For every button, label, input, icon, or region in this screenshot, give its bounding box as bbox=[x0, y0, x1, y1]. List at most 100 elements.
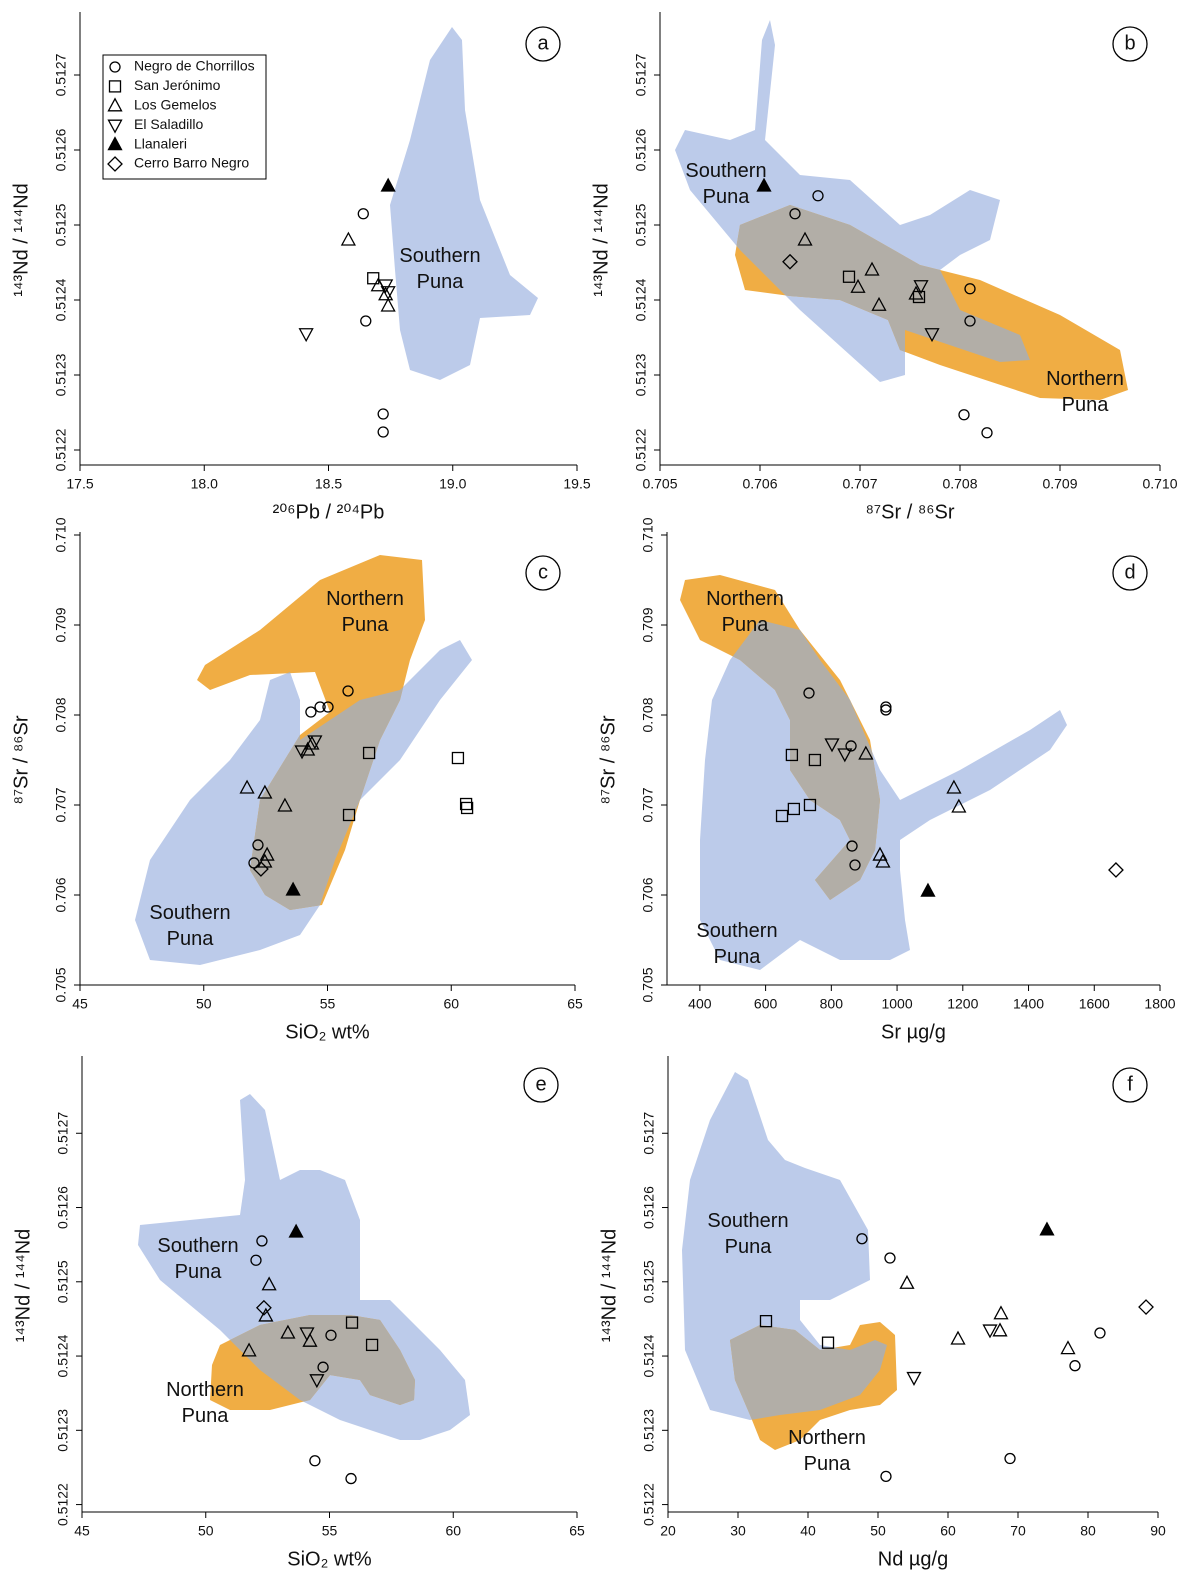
field-label-line: Puna bbox=[703, 186, 751, 208]
y-tick-label: 0.5122 bbox=[633, 428, 649, 471]
point-triangle-down bbox=[924, 328, 940, 343]
panel-badge bbox=[525, 555, 561, 591]
point-circle bbox=[314, 701, 326, 713]
point-triangle-down bbox=[824, 738, 840, 753]
y-tick-label: 0.5124 bbox=[633, 278, 649, 321]
point-circle bbox=[377, 426, 389, 438]
y-axis-label: ¹⁴³Nd / ¹⁴⁴Nd bbox=[590, 183, 612, 297]
y-tick-label: 0.5122 bbox=[53, 428, 69, 471]
x-tick-label: 40 bbox=[800, 1523, 816, 1539]
legend-label: Cerro Barro Negro bbox=[134, 155, 249, 171]
y-tick-label: 0.5123 bbox=[53, 353, 69, 396]
field-label-line: Puna bbox=[175, 1261, 223, 1283]
point-triangle bbox=[378, 286, 394, 301]
x-axis-label: Sr µg/g bbox=[881, 1021, 946, 1043]
y-tick-label: 0.5125 bbox=[641, 1260, 657, 1303]
point-triangle bbox=[257, 784, 273, 799]
point-triangle bbox=[288, 1223, 304, 1238]
x-tick-label: 18.0 bbox=[191, 476, 218, 492]
point-circle bbox=[884, 1252, 896, 1264]
x-tick-label: 1800 bbox=[1144, 996, 1175, 1012]
point-triangle bbox=[239, 779, 255, 794]
panel-label: e bbox=[535, 1073, 546, 1095]
legend-label: Llanaleri bbox=[134, 135, 187, 151]
x-tick-label: 0.709 bbox=[1042, 476, 1077, 492]
x-tick-label: 30 bbox=[730, 1523, 746, 1539]
point-circle bbox=[856, 1233, 868, 1245]
y-tick-label: 0.5126 bbox=[641, 1186, 657, 1229]
point-square bbox=[821, 1336, 835, 1349]
point-triangle bbox=[258, 1307, 274, 1322]
y-tick-label: 0.708 bbox=[53, 697, 69, 732]
point-square bbox=[365, 1338, 379, 1352]
x-tick-label: 45 bbox=[72, 996, 88, 1012]
y-tick-label: 0.5125 bbox=[53, 203, 69, 246]
point-triangle bbox=[241, 1342, 257, 1357]
point-triangle-down bbox=[380, 286, 396, 301]
panel-label: c bbox=[538, 561, 548, 583]
legend-label: Los Gemelos bbox=[134, 97, 216, 113]
point-square bbox=[367, 272, 380, 285]
y-tick-label: 0.710 bbox=[640, 517, 656, 552]
y-tick-label: 0.5126 bbox=[633, 128, 649, 171]
x-tick-label: 50 bbox=[198, 1523, 214, 1539]
point-circle bbox=[803, 687, 815, 699]
panel: Southern Puna Northern Puna 20 30 40 50 60 70 80 90… bbox=[598, 1056, 1166, 1570]
x-tick-label: 50 bbox=[870, 1523, 886, 1539]
y-tick-label: 0.5124 bbox=[53, 278, 69, 321]
point-circle bbox=[250, 1254, 262, 1266]
point-triangle bbox=[951, 798, 967, 813]
field-label-line: Puna bbox=[167, 928, 215, 950]
point-circle bbox=[1069, 1360, 1081, 1372]
field-label-line: Puna bbox=[714, 946, 762, 968]
y-tick-label: 0.5127 bbox=[641, 1112, 657, 1155]
point-triangle bbox=[850, 278, 866, 293]
point-triangle-down bbox=[299, 1327, 315, 1342]
point-triangle bbox=[340, 231, 356, 246]
point-triangle bbox=[920, 882, 936, 897]
point-triangle-down bbox=[309, 1374, 325, 1389]
y-tick-label: 0.705 bbox=[640, 967, 656, 1002]
y-tick-label: 0.708 bbox=[640, 697, 656, 732]
legend-marker bbox=[107, 156, 123, 172]
x-tick-label: 0.706 bbox=[742, 476, 777, 492]
y-tick-label: 0.5127 bbox=[633, 53, 649, 96]
point-triangle-down bbox=[307, 735, 323, 750]
x-tick-label: 1000 bbox=[881, 996, 912, 1012]
point-circle bbox=[357, 208, 369, 220]
x-tick-label: 1400 bbox=[1013, 996, 1044, 1012]
point-triangle bbox=[380, 177, 396, 192]
point-triangle bbox=[797, 231, 813, 246]
y-tick-label: 0.5123 bbox=[633, 353, 649, 396]
point-triangle bbox=[908, 285, 924, 300]
x-tick-label: 60 bbox=[445, 1523, 461, 1539]
point-triangle-down bbox=[298, 328, 314, 343]
y-tick-label: 0.5125 bbox=[55, 1260, 71, 1303]
field-label-line: Puna bbox=[725, 1236, 773, 1258]
x-tick-label: 65 bbox=[567, 996, 583, 1012]
point-square bbox=[362, 746, 376, 760]
panel-label: f bbox=[1127, 1073, 1133, 1095]
field-label-line: Southern bbox=[696, 920, 777, 942]
point-triangle-down bbox=[294, 745, 310, 760]
field-label-line: Puna bbox=[1062, 394, 1110, 416]
y-tick-label: 0.705 bbox=[53, 967, 69, 1002]
y-axis-label: ⁸⁷Sr / ⁸⁶Sr bbox=[597, 715, 619, 804]
point-triangle bbox=[950, 1330, 966, 1345]
x-tick-label: 0.707 bbox=[842, 476, 877, 492]
point-circle bbox=[377, 408, 389, 420]
y-tick-label: 0.5126 bbox=[55, 1186, 71, 1229]
y-tick-label: 0.707 bbox=[53, 787, 69, 822]
field-label-line: Southern bbox=[157, 1235, 238, 1257]
field-label-line: Puna bbox=[182, 1405, 230, 1427]
panel: Southern Puna 17.5 18.0 18.5 19.0 19.5 0.5122 0.… bbox=[10, 12, 591, 523]
legend-marker bbox=[108, 80, 122, 93]
x-tick-label: 19.0 bbox=[439, 476, 466, 492]
x-tick-label: 60 bbox=[443, 996, 459, 1012]
point-square bbox=[808, 753, 822, 767]
point-triangle bbox=[277, 797, 293, 812]
y-tick-label: 0.5123 bbox=[641, 1409, 657, 1452]
point-square bbox=[459, 797, 473, 811]
field-label-line: Northern bbox=[788, 1427, 866, 1449]
